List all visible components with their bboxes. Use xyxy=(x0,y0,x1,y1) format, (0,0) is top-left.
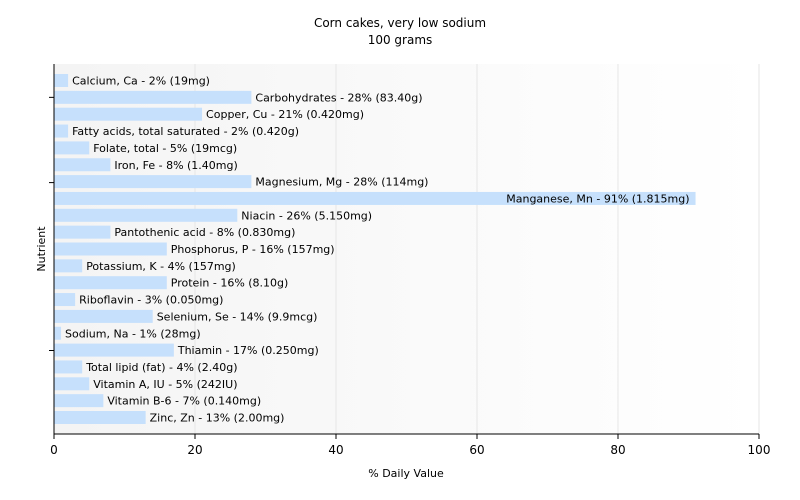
bar-label: Vitamin B-6 - 7% (0.140mg) xyxy=(107,395,261,408)
bar-label: Folate, total - 5% (19mcg) xyxy=(93,142,237,155)
x-axis-label: % Daily Value xyxy=(368,467,444,480)
x-axis-ticks: 0 20 40 60 80 100 xyxy=(50,434,770,457)
x-tick-label: 80 xyxy=(610,443,625,457)
bar-label: Magnesium, Mg - 28% (114mg) xyxy=(255,176,428,189)
bar xyxy=(54,242,167,256)
y-axis-ticks xyxy=(49,96,54,351)
bar xyxy=(54,276,167,290)
bar xyxy=(54,377,90,391)
bar-label: Selenium, Se - 14% (9.9mcg) xyxy=(157,310,318,323)
bar xyxy=(54,191,696,205)
bar xyxy=(54,259,83,273)
bar-label: Copper, Cu - 21% (0.420mg) xyxy=(206,108,364,121)
bar-label: Carbohydrates - 28% (83.40g) xyxy=(255,91,422,104)
plot-area xyxy=(54,64,759,434)
x-tick-label: 60 xyxy=(469,443,484,457)
bar xyxy=(54,411,146,424)
bar xyxy=(54,90,252,104)
bar xyxy=(54,309,153,323)
bar-label: Total lipid (fat) - 4% (2.40g) xyxy=(85,361,237,374)
x-tick-label: 20 xyxy=(187,443,202,457)
bar xyxy=(54,225,111,239)
bar-label: Riboflavin - 3% (0.050mg) xyxy=(79,294,223,307)
bars-group xyxy=(54,74,696,424)
bar-labels-group: Calcium, Ca - 2% (19mg) Carbohydrates - 2… xyxy=(65,75,689,425)
bar xyxy=(54,124,69,138)
bar xyxy=(54,394,104,408)
bar xyxy=(54,360,83,374)
bar-label: Potassium, K - 4% (157mg) xyxy=(86,260,236,273)
bar xyxy=(54,175,252,189)
x-tick-label: 0 xyxy=(50,443,58,457)
bar xyxy=(54,293,76,307)
bar-label: Niacin - 26% (5.150mg) xyxy=(241,209,372,222)
chart-title: Corn cakes, very low sodium xyxy=(314,16,486,30)
x-tick-label: 40 xyxy=(328,443,343,457)
bar xyxy=(54,107,203,121)
bar-label: Calcium, Ca - 2% (19mg) xyxy=(72,75,210,88)
bar-label: Zinc, Zn - 13% (2.00mg) xyxy=(150,412,285,425)
bar xyxy=(54,208,238,222)
y-axis-label: Nutrient xyxy=(35,226,48,272)
x-tick-label: 100 xyxy=(748,443,771,457)
bar-label: Fatty acids, total saturated - 2% (0.420… xyxy=(72,125,299,138)
bar-label: Vitamin A, IU - 5% (242IU) xyxy=(93,378,237,391)
bar-label: Thiamin - 17% (0.250mg) xyxy=(177,344,319,357)
bar xyxy=(54,141,90,155)
bar xyxy=(54,343,174,357)
bar-label: Phosphorus, P - 16% (157mg) xyxy=(171,243,335,256)
bar-label: Iron, Fe - 8% (1.40mg) xyxy=(114,159,237,172)
grid-lines xyxy=(194,64,760,434)
bar-label: Pantothenic acid - 8% (0.830mg) xyxy=(114,226,295,239)
chart-subtitle: 100 grams xyxy=(368,33,433,47)
bar xyxy=(54,326,62,340)
bar-label: Protein - 16% (8.10g) xyxy=(171,277,289,290)
bar xyxy=(54,158,111,172)
bar xyxy=(54,74,69,87)
bar-label: Sodium, Na - 1% (28mg) xyxy=(65,327,201,340)
bar-label: Manganese, Mn - 91% (1.815mg) xyxy=(506,192,689,205)
